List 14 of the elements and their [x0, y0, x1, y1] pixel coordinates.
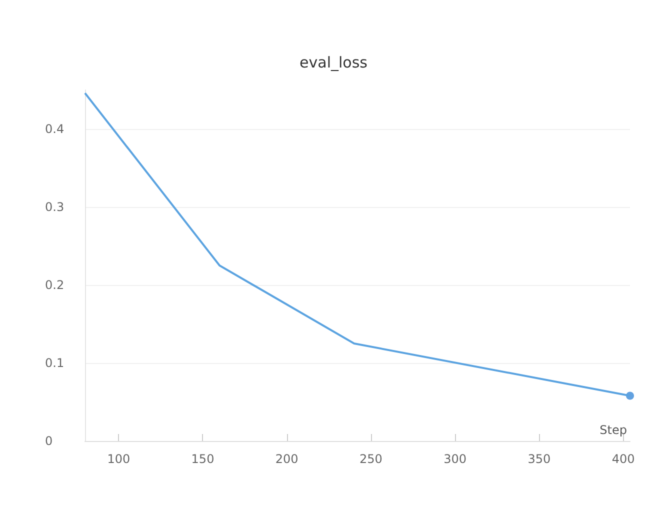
y-tick-label: 0.1 — [45, 356, 64, 370]
x-tick-label: 150 — [191, 452, 214, 466]
x-tick-label: 200 — [275, 452, 298, 466]
x-tick-label: 100 — [107, 452, 130, 466]
x-tick-label: 400 — [612, 452, 635, 466]
chart-title: eval_loss — [300, 54, 368, 72]
x-tick-label: 300 — [444, 452, 467, 466]
y-tick-label: 0.4 — [45, 122, 64, 136]
y-tick-label: 0.2 — [45, 278, 64, 292]
x-tick-label: 250 — [360, 452, 382, 466]
y-tick-label: 0 — [45, 434, 53, 448]
y-tick-label: 0.3 — [45, 200, 64, 214]
x-axis-title: Step — [600, 423, 628, 437]
x-tick-label: 350 — [528, 452, 551, 466]
